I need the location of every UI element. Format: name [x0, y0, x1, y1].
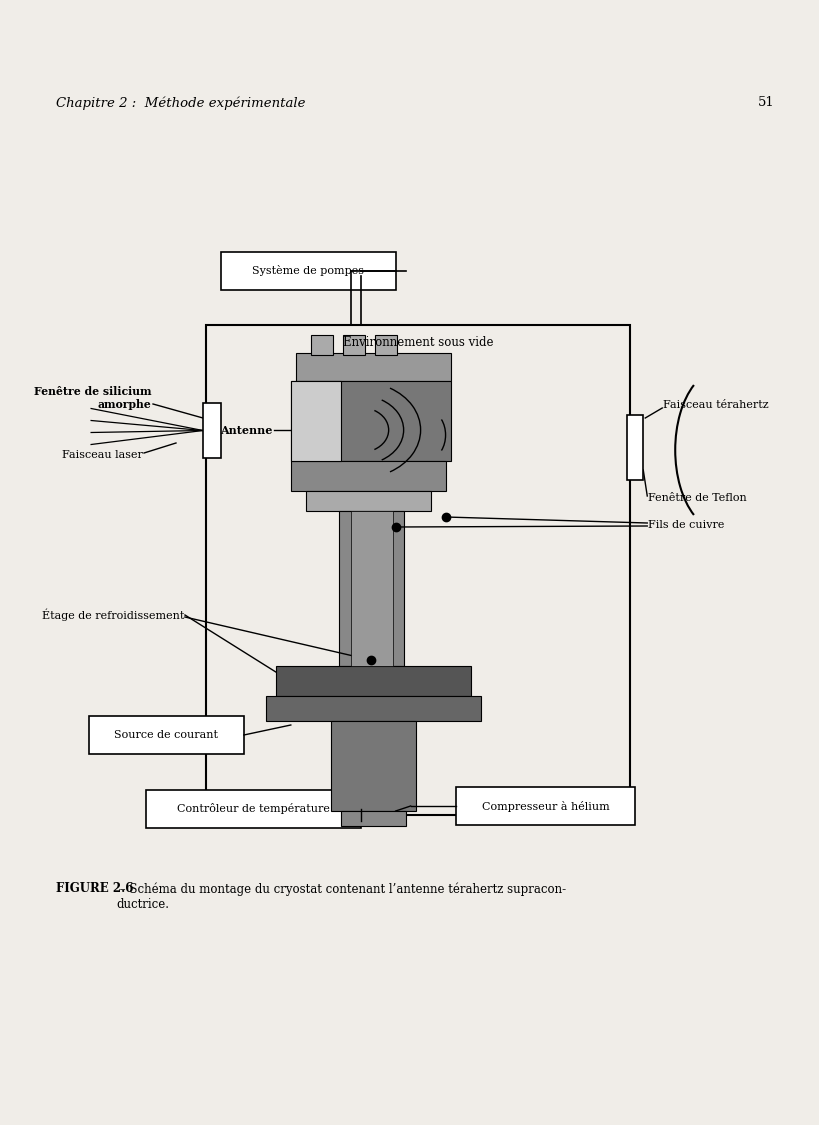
- Bar: [341, 811, 405, 826]
- Text: FIGURE 2.6: FIGURE 2.6: [57, 882, 133, 896]
- Text: Fenêtre de silicium
amorphe: Fenêtre de silicium amorphe: [34, 386, 151, 410]
- Bar: [331, 721, 415, 811]
- Text: – Schéma du montage du cryostat contenant l’antenne térahertz supracon-
ductrice: – Schéma du montage du cryostat contenan…: [116, 882, 566, 910]
- Text: Environnement sous vide: Environnement sous vide: [343, 336, 493, 350]
- Bar: [342, 335, 364, 356]
- Bar: [203, 403, 221, 458]
- Text: Étage de refroidissement: Étage de refroidissement: [42, 609, 184, 621]
- Bar: [89, 716, 244, 754]
- Text: Faisceau térahertz: Faisceau térahertz: [663, 400, 769, 410]
- Text: Contrôleur de température: Contrôleur de température: [177, 803, 330, 814]
- Bar: [291, 381, 450, 461]
- Bar: [627, 415, 643, 480]
- Bar: [276, 666, 471, 696]
- Text: Chapitre 2 :  Méthode expérimentale: Chapitre 2 : Méthode expérimentale: [57, 97, 305, 110]
- Bar: [296, 353, 450, 381]
- Bar: [206, 325, 631, 814]
- Bar: [310, 335, 333, 356]
- Bar: [455, 788, 636, 825]
- Text: Fenêtre de Teflon: Fenêtre de Teflon: [649, 493, 747, 503]
- Text: Antenne: Antenne: [220, 424, 273, 435]
- Text: Source de courant: Source de courant: [115, 730, 219, 740]
- Bar: [351, 511, 392, 666]
- Text: Fils de cuivre: Fils de cuivre: [649, 520, 725, 530]
- Text: Compresseur à hélium: Compresseur à hélium: [482, 801, 609, 811]
- Bar: [305, 490, 431, 511]
- Bar: [266, 696, 481, 721]
- Bar: [221, 252, 396, 290]
- Text: Faisceau laser: Faisceau laser: [62, 450, 143, 460]
- Bar: [374, 335, 396, 356]
- Text: Système de pompes: Système de pompes: [252, 266, 364, 277]
- Bar: [291, 461, 446, 490]
- Bar: [291, 381, 341, 461]
- Text: 51: 51: [758, 97, 775, 109]
- Bar: [146, 790, 360, 828]
- Bar: [339, 511, 404, 666]
